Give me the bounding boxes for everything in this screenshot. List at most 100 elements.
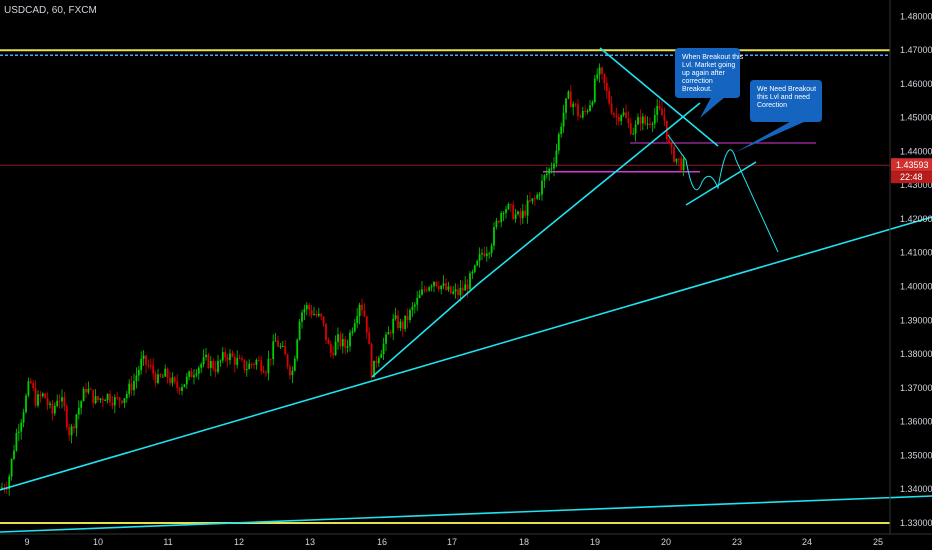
candle-down — [44, 393, 47, 399]
candle-up — [53, 405, 56, 414]
price-tick-label: 1.34000 — [900, 484, 932, 494]
candle-up — [181, 387, 183, 391]
candle-down — [310, 309, 313, 315]
candle-up — [565, 98, 567, 113]
candle-down — [233, 356, 236, 365]
candle-down — [361, 304, 363, 311]
candle-down — [608, 90, 611, 104]
candle-up — [404, 315, 407, 330]
candle-up — [267, 358, 270, 374]
candle-up — [217, 360, 219, 372]
candle-down — [92, 389, 95, 404]
candle-up — [430, 286, 433, 288]
candle-down — [529, 200, 531, 202]
horizontal-levels — [0, 49, 890, 524]
candle-up — [303, 309, 306, 313]
candle-up — [541, 180, 543, 195]
candle-down — [46, 398, 49, 405]
candle-up — [188, 371, 191, 377]
candle-down — [406, 315, 409, 321]
candle-up — [113, 397, 116, 406]
candle-up — [418, 294, 421, 298]
candle-down — [401, 321, 404, 330]
candle-down — [344, 339, 347, 348]
candle-up — [70, 426, 73, 436]
candle-up — [531, 198, 534, 202]
candle-up — [80, 401, 83, 408]
candle-down — [457, 289, 459, 296]
time-tick-label: 23 — [732, 537, 742, 547]
candle-up — [195, 373, 198, 376]
time-axis[interactable]: 9 10 11 12 13 16 17 18 19 20 23 24 25 — [0, 533, 932, 547]
candle-down — [241, 358, 243, 360]
candle-down — [603, 73, 606, 83]
candle-up — [469, 273, 471, 290]
candle-down — [173, 377, 176, 382]
candle-down — [617, 117, 620, 122]
candle-up — [591, 102, 594, 106]
candle-down — [584, 110, 587, 112]
candle-up — [1, 487, 3, 490]
candle-down — [613, 113, 615, 116]
candle-down — [625, 112, 627, 119]
candle-up — [13, 450, 15, 459]
candle-up — [171, 377, 174, 384]
time-tick-label: 12 — [234, 537, 244, 547]
candle-down — [320, 313, 323, 317]
candle-up — [349, 332, 351, 347]
price-tick-label: 1.46000 — [900, 79, 932, 89]
candle-up — [317, 313, 320, 316]
chart-title: USDCAD, 60, FXCM — [4, 5, 97, 16]
candle-down — [497, 220, 500, 223]
candle-down — [574, 103, 577, 105]
candle-up — [22, 412, 25, 423]
candle-down — [63, 397, 66, 407]
price-tick-label: 1.47000 — [900, 45, 932, 55]
current-price-tag — [891, 158, 932, 172]
time-tick-label: 19 — [590, 537, 600, 547]
candle-down — [670, 143, 673, 148]
candle-up — [581, 110, 584, 118]
candle-down — [51, 403, 54, 414]
price-axis[interactable]: 1.48000 1.47000 1.46000 1.45000 1.44000 1.430… — [889, 0, 932, 534]
candle-up — [459, 287, 462, 296]
candle-up — [106, 393, 109, 400]
candle-down — [449, 286, 452, 294]
candle-up — [305, 305, 308, 310]
candle-up — [572, 103, 575, 108]
candle-up — [41, 393, 44, 397]
candle-up — [56, 400, 59, 406]
candle-up — [440, 285, 443, 290]
candle-up — [123, 398, 126, 403]
current-price-label: 1.43593 — [896, 160, 929, 170]
candle-down — [116, 397, 119, 399]
candle-up — [416, 297, 419, 305]
candle-up — [245, 369, 248, 371]
price-tick-label: 1.41000 — [900, 248, 932, 258]
callout-need-correction-text: this Lvl and need — [757, 94, 810, 101]
candle-up — [490, 245, 493, 254]
callout-need-correction-text: Corection — [757, 102, 787, 109]
candle-up — [675, 158, 678, 162]
callout-need-correction-text: We Need Breakout — [757, 86, 816, 93]
candle-down — [601, 67, 603, 74]
candle-up — [411, 306, 414, 310]
candle-up — [373, 360, 375, 378]
candle-up — [538, 194, 541, 196]
candle-down — [663, 115, 666, 121]
candle-down — [680, 158, 683, 171]
candle-down — [58, 400, 61, 402]
candle-down — [269, 358, 272, 360]
candle-up — [382, 343, 385, 355]
candle-up — [641, 116, 644, 124]
candle-down — [154, 373, 157, 384]
candle-up — [161, 376, 164, 378]
candle-down — [509, 204, 512, 206]
candle-up — [94, 396, 97, 404]
candle-down — [308, 305, 311, 310]
candle-up — [82, 388, 85, 402]
candle-up — [274, 340, 277, 342]
candle-up — [526, 200, 529, 216]
price-tick-label: 1.36000 — [900, 417, 932, 427]
